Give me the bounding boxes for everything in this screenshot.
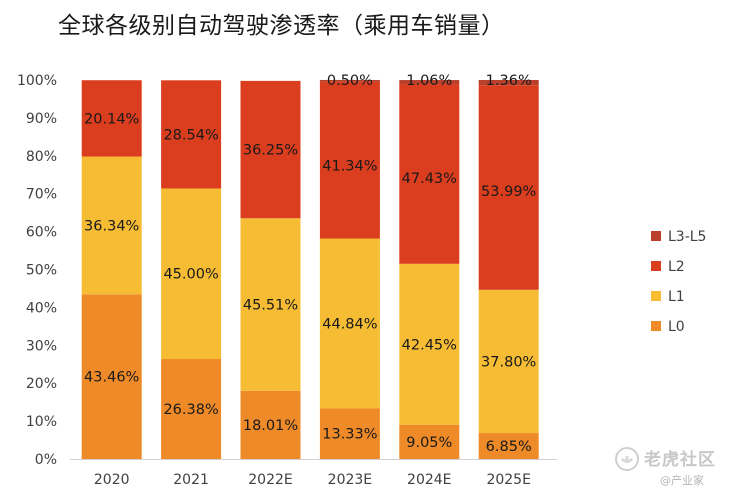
- x-tick-label: 2021: [173, 472, 209, 488]
- data-label: 36.34%: [84, 218, 139, 234]
- data-label: 47.43%: [402, 171, 457, 187]
- bar-segment-l0: [319, 408, 380, 459]
- bar-segment-l2: [240, 80, 301, 219]
- bar-segment-l2: [478, 85, 539, 290]
- data-label: 13.33%: [322, 427, 377, 443]
- bar-segment-l1: [399, 263, 460, 425]
- data-labels: 43.46% 36.34% 20.14% 26.38% 45.00% 28.54% 18.0…: [84, 73, 536, 455]
- bar-segment-l0: [478, 433, 539, 459]
- chart-title: 全球各级别自动驾驶渗透率（乘用车销量）: [58, 13, 505, 39]
- bars: [81, 79, 539, 459]
- data-label: 0.50%: [327, 73, 373, 89]
- bar-segment-l0: [240, 390, 301, 459]
- data-label: 20.14%: [84, 111, 139, 127]
- data-label: 1.06%: [406, 73, 452, 89]
- legend-label: L2: [668, 259, 685, 275]
- bar-segment-l2: [161, 80, 222, 189]
- y-tick-label: 20%: [26, 376, 57, 392]
- bar-segment-l2: [399, 84, 460, 264]
- y-tick-label: 50%: [26, 263, 57, 279]
- watermark: 老虎社区 @产业家: [614, 445, 726, 493]
- watermark-sub: @产业家: [660, 474, 704, 487]
- y-tick-label: 0%: [35, 452, 57, 468]
- y-tick-label: 60%: [26, 225, 57, 241]
- y-tick-label: 100%: [17, 73, 57, 89]
- x-axis: 2020 2021 2022E 2023E 2024E 2025E: [70, 459, 557, 488]
- data-label: 45.51%: [243, 298, 298, 314]
- y-tick-label: 10%: [26, 414, 57, 430]
- data-label: 44.84%: [322, 317, 377, 333]
- data-label: 42.45%: [402, 337, 457, 353]
- legend-swatch-l1: [651, 291, 661, 301]
- bar-segment-l0: [399, 424, 460, 459]
- x-tick-label: 2022E: [248, 472, 292, 488]
- bar-segment-l3-l5: [478, 80, 539, 86]
- legend: L3-L5 L2 L1 L0: [651, 229, 706, 335]
- x-tick-label: 2025E: [486, 472, 530, 488]
- data-label: 37.80%: [481, 354, 536, 370]
- x-tick-label: 2023E: [328, 472, 372, 488]
- data-label: 1.36%: [486, 73, 532, 89]
- legend-swatch-l0: [651, 321, 661, 331]
- y-tick-label: 80%: [26, 149, 57, 165]
- bar-segment-l1: [240, 218, 301, 391]
- bar-segment-l1: [319, 238, 380, 409]
- data-label: 28.54%: [163, 127, 218, 143]
- watermark-brand: 老虎社区: [644, 450, 716, 470]
- bar-segment-l0: [161, 359, 222, 459]
- data-label: 43.46%: [84, 370, 139, 386]
- bar-segment-l3-l5: [319, 79, 380, 82]
- bar-segment-l1: [161, 188, 222, 360]
- bar-segment-l2: [81, 80, 142, 157]
- bar-segment-l1: [478, 289, 539, 434]
- legend-swatch-l2: [651, 261, 661, 271]
- legend-label: L3-L5: [668, 229, 706, 245]
- bar-segment-l1: [81, 156, 142, 295]
- x-tick-label: 2024E: [407, 472, 451, 488]
- legend-label: L0: [668, 319, 685, 335]
- x-tick-label: 2020: [94, 472, 130, 488]
- data-label: 41.34%: [322, 158, 377, 174]
- tiger-logo-icon: [615, 447, 639, 471]
- data-label: 9.05%: [406, 435, 452, 451]
- y-tick-label: 70%: [26, 187, 57, 203]
- y-tick-label: 90%: [26, 111, 57, 127]
- legend-swatch-l3-l5: [651, 231, 661, 241]
- data-label: 53.99%: [481, 184, 536, 200]
- data-label: 18.01%: [243, 418, 298, 434]
- data-label: 6.85%: [486, 439, 532, 455]
- data-label: 45.00%: [163, 267, 218, 283]
- data-label: 36.25%: [243, 143, 298, 159]
- y-tick-label: 30%: [26, 338, 57, 354]
- bar-segment-l3-l5: [399, 80, 460, 85]
- data-label: 26.38%: [163, 402, 218, 418]
- legend-label: L1: [668, 289, 685, 305]
- bar-segment-l2: [319, 81, 380, 239]
- y-tick-label: 40%: [26, 300, 57, 316]
- bar-segment-l0: [81, 294, 142, 459]
- y-axis: 0% 10% 20% 30% 40% 50% 60% 70% 80% 90% 100%: [17, 73, 57, 468]
